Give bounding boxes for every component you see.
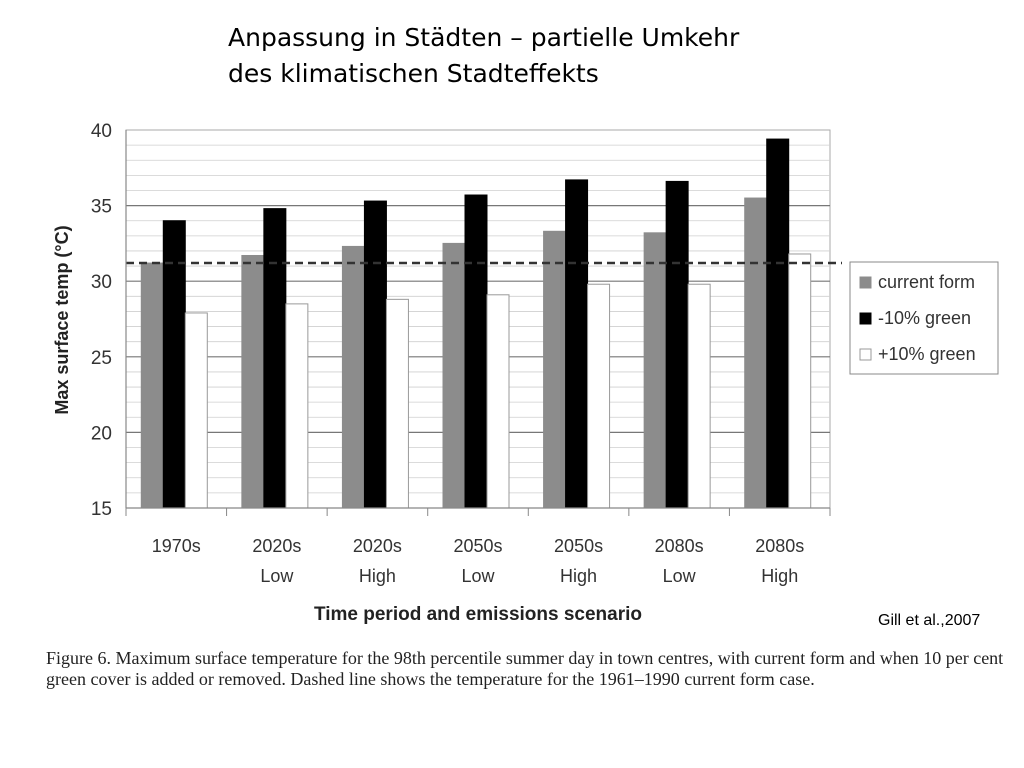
bar-current-form-0	[140, 262, 164, 509]
axes	[125, 130, 831, 516]
slide-title-line-1: Anpassung in Städten – partielle Umkehr	[228, 23, 740, 52]
y-tick-label: 15	[91, 499, 112, 520]
tick-labels: 15 20 25 30 35 40 1970s 2020s Low 2020s High 2050s L…	[91, 121, 804, 586]
x-tick-label: Low	[461, 566, 495, 586]
x-tick-label: 2020s	[353, 536, 402, 556]
legend-swatch	[859, 276, 872, 289]
bar-current-form-5	[643, 232, 667, 509]
slide-title: Anpassung in Städten – partielle Umkehr …	[228, 20, 828, 92]
x-tick-label: Low	[663, 566, 697, 586]
bar-10-green-3	[486, 294, 510, 509]
legend-label: -10% green	[878, 308, 971, 328]
y-tick-label: 25	[91, 348, 112, 369]
bar-10-green-4	[565, 179, 589, 509]
source-credit: Gill et al.,2007	[878, 612, 981, 629]
x-tick-label: High	[560, 566, 597, 586]
x-tick-label: 2080s	[655, 536, 704, 556]
x-tick-label: 2050s	[453, 536, 502, 556]
legend-box	[849, 261, 999, 375]
bar-chart: 15 20 25 30 35 40 1970s 2020s Low 2020s High 2050s L…	[52, 121, 999, 625]
x-tick-label: 1970s	[152, 536, 201, 556]
bar-current-form-1	[241, 254, 265, 509]
figure-caption: Figure 6. Maximum surface temperature fo…	[46, 648, 1004, 689]
legend-swatch	[859, 312, 872, 325]
bar-10-green-0	[184, 312, 208, 509]
x-tick-label: 2020s	[252, 536, 301, 556]
y-tick-label: 35	[91, 197, 112, 218]
slide-title-line-2: des klimatischen Stadteffekts	[228, 59, 599, 88]
bar-10-green-5	[665, 180, 689, 509]
bars	[126, 138, 842, 509]
x-tick-label: 2050s	[554, 536, 603, 556]
bar-10-green-6	[788, 253, 812, 509]
bar-current-form-3	[442, 242, 466, 509]
bar-10-green-1	[285, 303, 309, 509]
y-axis-label: Max surface temp (°C)	[52, 225, 72, 414]
bar-10-green-1	[263, 208, 287, 509]
bar-current-form-2	[341, 245, 365, 509]
y-tick-label: 40	[91, 121, 112, 142]
y-tick-label: 30	[91, 272, 112, 293]
y-tick-label: 20	[91, 423, 112, 444]
bar-10-green-3	[464, 194, 488, 509]
bar-10-green-2	[363, 200, 387, 509]
bar-10-green-4	[587, 283, 611, 509]
bar-10-green-2	[385, 298, 409, 509]
x-tick-label: High	[761, 566, 798, 586]
x-tick-label: High	[359, 566, 396, 586]
x-tick-label: 2080s	[755, 536, 804, 556]
x-axis-label: Time period and emissions scenario	[314, 604, 642, 625]
x-tick-label: Low	[260, 566, 294, 586]
bar-current-form-6	[744, 197, 768, 509]
bar-10-green-6	[766, 138, 790, 509]
legend-label: +10% green	[878, 344, 976, 364]
legend-swatch	[859, 348, 872, 361]
bar-current-form-4	[543, 230, 567, 509]
legend-label: current form	[878, 272, 975, 292]
bar-10-green-5	[687, 283, 711, 509]
legend: current form -10% green +10% green	[849, 261, 999, 375]
